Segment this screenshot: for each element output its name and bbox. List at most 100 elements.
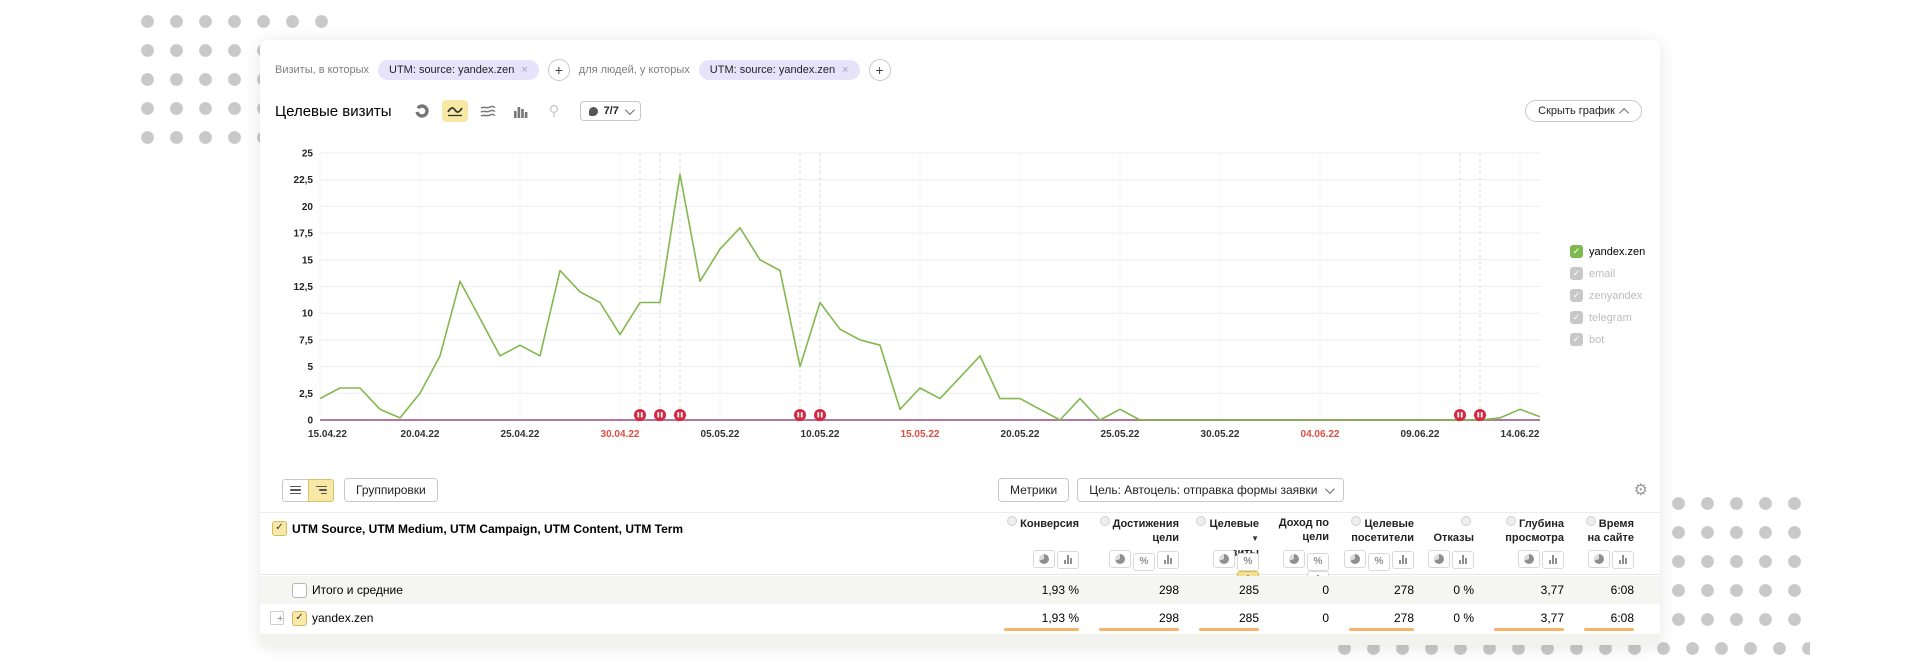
column-title: Конверсия [1020, 518, 1079, 530]
segments-count-selector[interactable]: 7/7 [579, 101, 641, 121]
percent-display-icon[interactable]: % [1237, 552, 1259, 571]
chevron-down-icon [624, 104, 635, 115]
percent-display-icon[interactable]: % [1368, 552, 1390, 571]
metric-display-buttons [994, 544, 1089, 589]
bar-display-icon[interactable] [1542, 550, 1564, 569]
svg-text:5: 5 [307, 362, 313, 373]
utm-source-filter-chip[interactable]: UTM: source: yandex.zen × [378, 60, 539, 80]
svg-text:2,5: 2,5 [299, 389, 313, 400]
legend-checkbox[interactable]: ✓ [1570, 333, 1583, 346]
pie-display-icon[interactable] [1344, 550, 1366, 568]
expand-row-button[interactable]: + [270, 611, 284, 625]
legend-item-yandex.zen[interactable]: ✓ yandex.zen [1570, 245, 1645, 258]
line-chart-icon[interactable] [441, 100, 468, 122]
bar-display-icon[interactable] [1392, 550, 1414, 569]
metric-display-buttons [1424, 544, 1484, 589]
legend-checkbox[interactable]: ✓ [1570, 267, 1583, 280]
pie-display-icon[interactable] [1518, 550, 1540, 568]
bar-display-icon[interactable] [1452, 550, 1474, 569]
percent-display-icon[interactable]: % [1307, 552, 1329, 571]
row-checkbox[interactable]: ✓ [292, 611, 307, 626]
map-pin-icon[interactable] [541, 100, 567, 122]
remove-filter-icon[interactable]: × [521, 64, 528, 76]
pie-display-icon[interactable] [1213, 550, 1235, 568]
annotation-pin[interactable] [1474, 409, 1486, 422]
legend-label: email [1589, 267, 1616, 280]
pie-display-icon[interactable] [1588, 550, 1610, 568]
share-bar [1349, 628, 1414, 631]
column-header-7[interactable]: Глубина просмотра [1484, 513, 1574, 560]
pie-display-icon[interactable] [1109, 550, 1131, 568]
hide-chart-button[interactable]: Скрыть график [1525, 100, 1642, 122]
legend-label: bot [1589, 333, 1605, 346]
column-title: Время [1598, 518, 1634, 530]
svg-text:20: 20 [302, 202, 314, 213]
metric-value: 278 [1339, 604, 1424, 632]
help-icon[interactable] [1196, 516, 1207, 526]
percent-display-icon[interactable]: % [1133, 552, 1155, 571]
gear-icon[interactable]: ⚙ [1633, 482, 1648, 499]
legend-item-telegram[interactable]: ✓ telegram [1570, 311, 1645, 324]
column-title-line2: цели [1302, 531, 1329, 543]
legend-checkbox[interactable]: ✓ [1570, 311, 1583, 324]
legend-checkbox[interactable]: ✓ [1570, 289, 1583, 302]
table-view-controls: Группировки [282, 478, 438, 502]
line-chart[interactable]: 0 2,5 5 7,5 10 12,5 15 17,5 20 22,5 25 15.04.22 20.0… [278, 138, 1568, 450]
pie-display-icon[interactable] [1033, 550, 1055, 568]
goal-visits-chart[interactable]: 0 2,5 5 7,5 10 12,5 15 17,5 20 22,5 25 15.04.22 20.0… [278, 138, 1568, 450]
column-header-5[interactable]: Целевые посетители [1339, 513, 1424, 560]
bar-display-icon[interactable] [1057, 550, 1079, 569]
utm-source-people-filter-chip[interactable]: UTM: source: yandex.zen × [698, 60, 860, 80]
metric-value: 0 [1322, 611, 1329, 625]
select-all-checkbox[interactable]: ✓ [272, 521, 287, 536]
annotation-pin[interactable] [794, 409, 806, 422]
svg-text:20.05.22: 20.05.22 [1001, 429, 1040, 440]
help-icon[interactable] [1007, 516, 1018, 526]
column-header-8[interactable]: Время на сайте [1574, 513, 1644, 560]
stacked-area-icon[interactable] [475, 100, 501, 122]
remove-filter-icon[interactable]: × [842, 64, 849, 76]
sort-desc-icon[interactable]: ▼ [1251, 534, 1259, 543]
legend-item-zenyandex[interactable]: ✓ zenyandex [1570, 289, 1645, 302]
list-view-icon[interactable] [282, 478, 308, 502]
bar-chart-icon[interactable] [508, 100, 534, 122]
goal-selector[interactable]: Цель: Автоцель: отправка формы заявки [1077, 478, 1345, 502]
legend-checkbox[interactable]: ✓ [1570, 245, 1583, 258]
add-people-filter-button[interactable]: + [868, 59, 891, 81]
add-visit-filter-button[interactable]: + [547, 59, 570, 81]
legend-item-email[interactable]: ✓ email [1570, 267, 1645, 280]
row-label[interactable]: yandex.zen [312, 611, 374, 625]
pie-display-icon[interactable] [1428, 550, 1450, 568]
svg-text:17,5: 17,5 [294, 229, 314, 240]
annotation-pin[interactable] [1454, 409, 1466, 422]
hide-chart-label: Скрыть график [1538, 105, 1615, 117]
annotation-pin[interactable] [814, 409, 826, 422]
svg-text:09.06.22: 09.06.22 [1401, 429, 1440, 440]
annotation-pin[interactable] [634, 409, 646, 422]
svg-text:10.05.22: 10.05.22 [801, 429, 840, 440]
annotation-pin[interactable] [654, 409, 666, 422]
legend-item-bot[interactable]: ✓ bot [1570, 333, 1645, 346]
tree-view-icon[interactable] [308, 478, 334, 502]
bar-display-icon[interactable] [1612, 550, 1634, 569]
groupings-button[interactable]: Группировки [344, 478, 438, 502]
bar-display-icon[interactable] [1157, 550, 1179, 569]
column-header-6[interactable]: Отказы [1424, 513, 1484, 560]
svg-text:15.04.22: 15.04.22 [308, 429, 347, 440]
row-checkbox[interactable] [292, 583, 307, 598]
column-header-4[interactable]: Доход по цели [1269, 513, 1339, 560]
donut-chart-icon[interactable] [409, 100, 435, 122]
help-icon[interactable] [1099, 516, 1110, 526]
pie-display-icon[interactable] [1283, 550, 1305, 568]
help-icon[interactable] [1351, 516, 1362, 526]
help-icon[interactable] [1461, 516, 1471, 526]
svg-text:30.05.22: 30.05.22 [1201, 429, 1240, 440]
svg-text:25: 25 [302, 149, 314, 160]
annotation-pin[interactable] [674, 409, 686, 422]
svg-text:7,5: 7,5 [299, 335, 313, 346]
help-icon[interactable] [1585, 516, 1596, 526]
metrics-button[interactable]: Метрики [998, 478, 1070, 502]
column-header-2[interactable]: Достижения цели [1089, 513, 1189, 560]
help-icon[interactable] [1506, 516, 1517, 526]
column-header-1[interactable]: Конверсия [994, 513, 1089, 560]
